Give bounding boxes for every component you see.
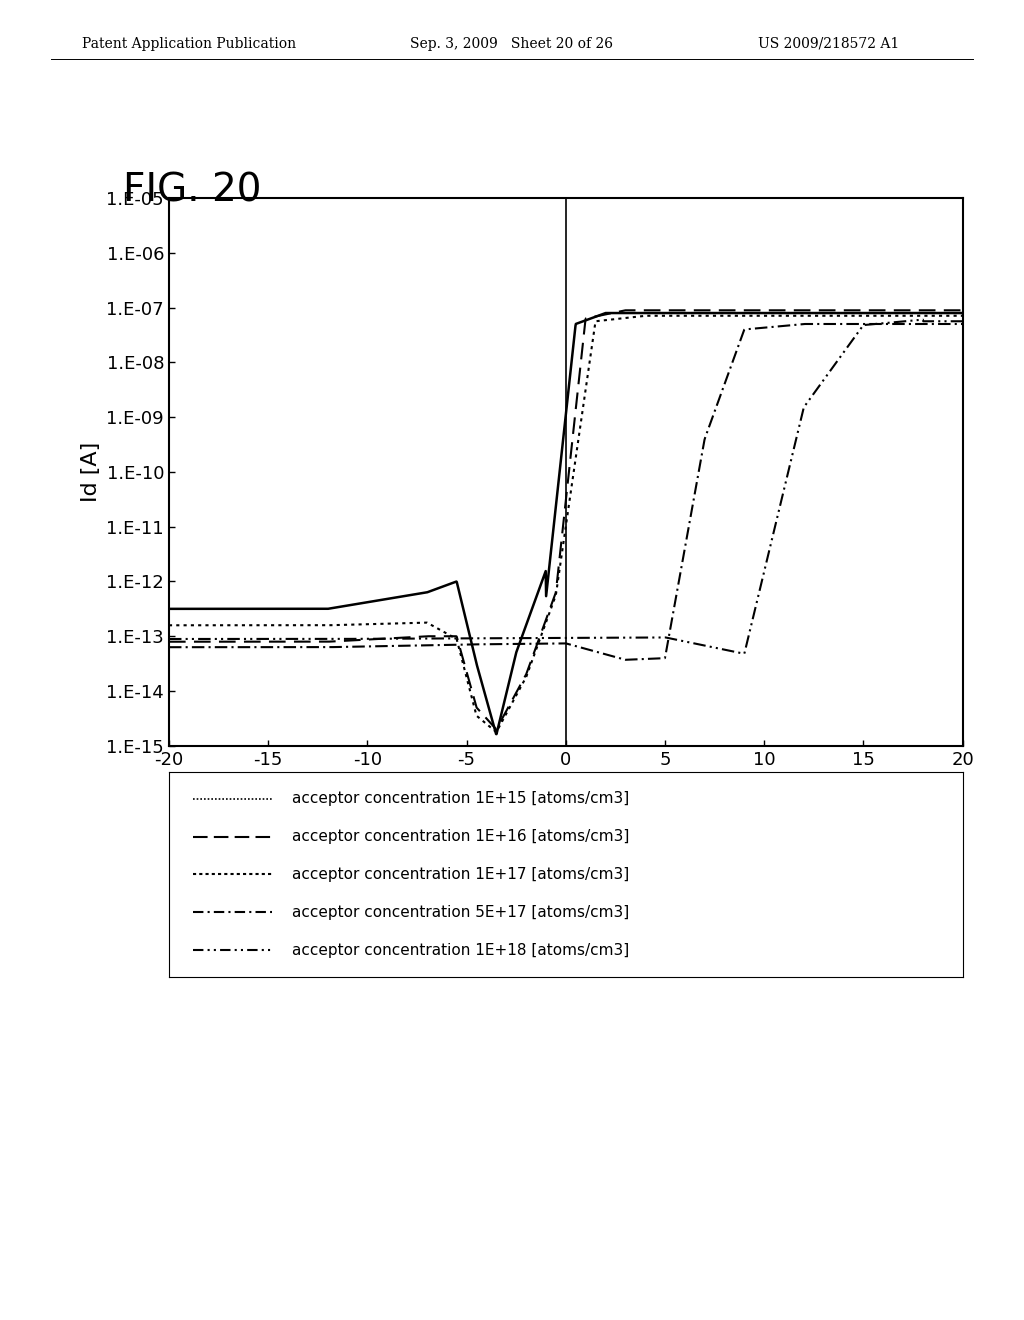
Text: acceptor concentration 1E+17 [atoms/cm3]: acceptor concentration 1E+17 [atoms/cm3] (292, 867, 629, 882)
X-axis label: Vg [V]: Vg [V] (531, 777, 600, 797)
Text: Sep. 3, 2009   Sheet 20 of 26: Sep. 3, 2009 Sheet 20 of 26 (410, 37, 612, 51)
Text: acceptor concentration 1E+18 [atoms/cm3]: acceptor concentration 1E+18 [atoms/cm3] (292, 942, 629, 958)
Text: acceptor concentration 1E+16 [atoms/cm3]: acceptor concentration 1E+16 [atoms/cm3] (292, 829, 630, 845)
Text: US 2009/218572 A1: US 2009/218572 A1 (758, 37, 899, 51)
Text: FIG. 20: FIG. 20 (123, 172, 261, 210)
Text: Patent Application Publication: Patent Application Publication (82, 37, 296, 51)
Text: acceptor concentration 5E+17 [atoms/cm3]: acceptor concentration 5E+17 [atoms/cm3] (292, 904, 629, 920)
Text: acceptor concentration 1E+15 [atoms/cm3]: acceptor concentration 1E+15 [atoms/cm3] (292, 791, 629, 807)
Y-axis label: Id [A]: Id [A] (81, 442, 100, 502)
